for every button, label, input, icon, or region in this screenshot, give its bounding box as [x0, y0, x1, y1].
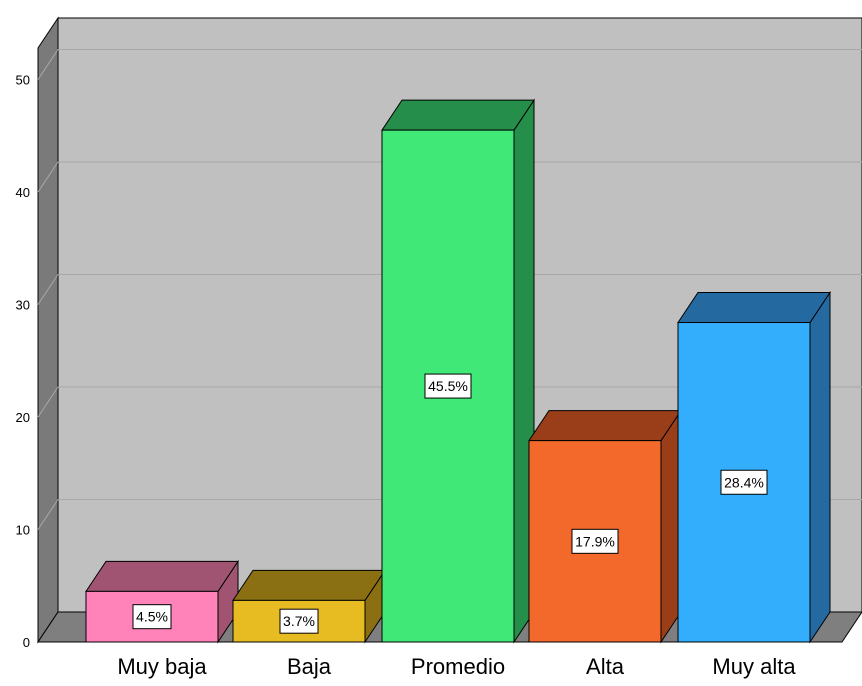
bar-1: 4.5% — [85, 559, 239, 644]
bar-4: 17.9% — [528, 408, 682, 644]
bar-side-5 — [809, 290, 831, 644]
bar-2: 3.7% — [232, 568, 386, 644]
data-label-box-4 — [571, 528, 619, 554]
data-label-box-3 — [424, 373, 472, 399]
y-tick-label-10: 10 — [16, 523, 30, 538]
y-tick-label-0: 0 — [23, 635, 30, 650]
left-wall — [37, 16, 59, 644]
data-label-4: 17.9% — [575, 533, 615, 549]
data-label-3: 45.5% — [428, 378, 468, 394]
bar-3: 45.5% — [381, 98, 535, 644]
data-label-1: 4.5% — [136, 609, 168, 625]
x-axis-labels: Muy baja Baja Promedio Alta Muy alta — [117, 654, 796, 679]
x-tick-label-5: Muy alta — [712, 654, 796, 679]
bar-top-1 — [85, 560, 239, 592]
x-tick-label-1: Muy baja — [117, 654, 207, 679]
y-axis-ticks: 0 10 20 30 40 50 — [16, 73, 30, 651]
gridline-wall-50 — [37, 49, 59, 80]
bar-5: 28.4% — [677, 290, 831, 644]
data-label-2: 3.7% — [283, 613, 315, 629]
bars: 4.5% 3.7% 45.5% 17.9% 28.4% — [85, 98, 831, 644]
bar-top-3 — [381, 99, 535, 131]
gridline-wall-30 — [37, 274, 59, 305]
x-tick-label-4: Alta — [586, 654, 625, 679]
x-tick-label-3: Promedio — [411, 654, 505, 679]
y-tick-label-40: 40 — [16, 185, 30, 200]
x-tick-label-2: Baja — [287, 654, 332, 679]
data-label-box-1 — [132, 604, 172, 630]
bar-top-4 — [528, 410, 682, 442]
bar-top-2 — [232, 569, 386, 601]
data-label-box-5 — [720, 469, 768, 495]
gridline-wall-40 — [37, 161, 59, 193]
data-label-5: 28.4% — [724, 474, 764, 490]
gridline-wall-10 — [37, 499, 59, 530]
y-tick-label-20: 20 — [16, 410, 30, 425]
bar-top-5 — [677, 292, 831, 323]
data-label-box-2 — [279, 608, 319, 634]
y-tick-label-30: 30 — [16, 298, 30, 313]
gridline-wall-20 — [37, 386, 59, 418]
y-tick-label-50: 50 — [16, 73, 30, 88]
